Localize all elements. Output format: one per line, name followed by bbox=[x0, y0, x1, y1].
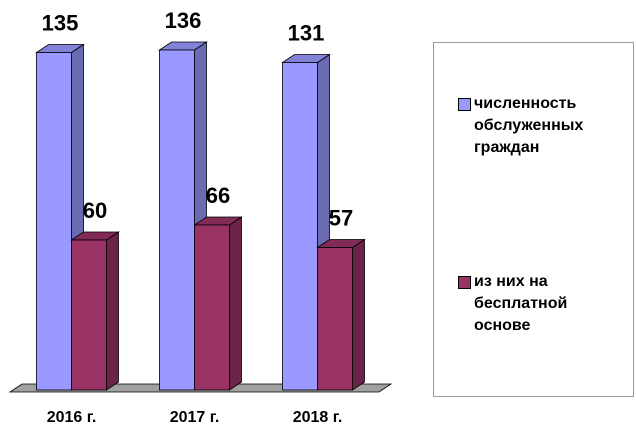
data-label: 136 bbox=[165, 8, 202, 33]
bar bbox=[316, 238, 366, 391]
bar-front bbox=[194, 224, 230, 391]
data-label: 57 bbox=[329, 205, 353, 230]
legend: численность обслуженных граждан из них на… bbox=[433, 42, 634, 397]
bar bbox=[193, 216, 243, 391]
bar-side bbox=[106, 231, 119, 391]
data-label: 66 bbox=[206, 183, 230, 208]
bar-front bbox=[36, 52, 72, 391]
legend-entry: из них на бесплатной основе bbox=[458, 271, 618, 337]
bar-front bbox=[317, 247, 353, 391]
data-label: 131 bbox=[288, 20, 325, 45]
bar-front bbox=[159, 49, 195, 391]
legend-swatch bbox=[458, 98, 471, 111]
bar-side bbox=[229, 216, 242, 391]
legend-entry: численность обслуженных граждан bbox=[458, 93, 618, 159]
legend-label: численность обслуженных граждан bbox=[474, 95, 584, 156]
bar-side bbox=[352, 238, 365, 391]
bar-front bbox=[282, 62, 318, 391]
data-label: 60 bbox=[83, 198, 107, 223]
data-label: 135 bbox=[42, 10, 79, 35]
legend-swatch bbox=[458, 276, 471, 289]
bar-front bbox=[71, 239, 107, 391]
x-tick-label: 2018 г. bbox=[293, 409, 343, 426]
legend-label: из них на бесплатной основе bbox=[474, 273, 568, 334]
x-tick-label: 2016 г. bbox=[47, 409, 97, 426]
bar bbox=[70, 231, 120, 391]
x-tick-label: 2017 г. bbox=[170, 409, 220, 426]
